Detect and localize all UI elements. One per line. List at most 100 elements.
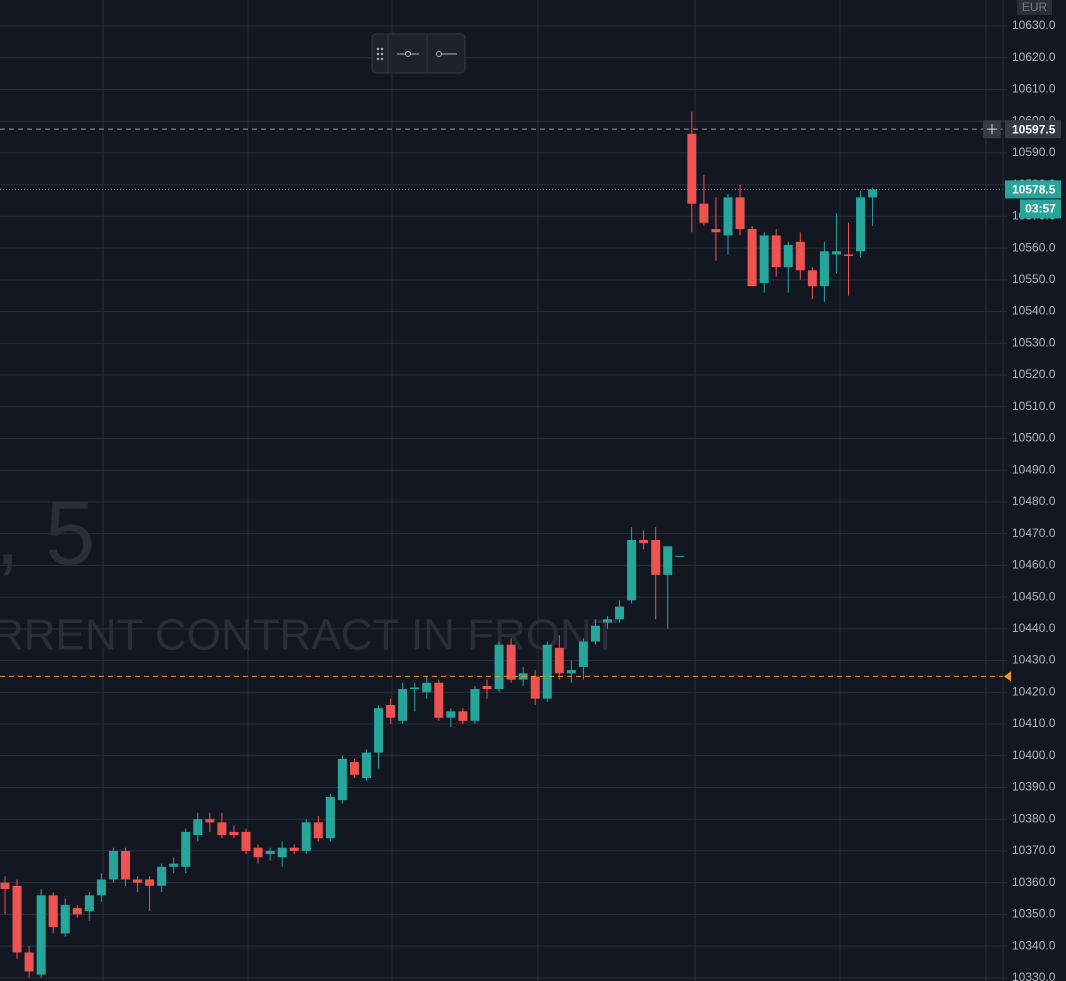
candle-body	[157, 866, 167, 886]
candle-body	[759, 235, 769, 284]
y-tick-label: 10530.0	[1012, 335, 1056, 349]
candle-body	[410, 687, 420, 690]
candle-body	[542, 644, 552, 699]
candle-body	[868, 189, 878, 198]
y-tick-label: 10370.0	[1012, 843, 1056, 857]
candle-body	[36, 895, 46, 975]
tool-line[interactable]	[397, 51, 419, 57]
candle-body	[313, 822, 323, 839]
candle-body	[0, 882, 10, 889]
y-tick-label: 10610.0	[1012, 82, 1056, 96]
last-price-label: 10578.5	[1012, 183, 1056, 197]
crosshair-plus	[987, 124, 997, 135]
candle-body	[12, 885, 22, 953]
candle-body	[675, 555, 685, 557]
currency-box	[1017, 0, 1052, 15]
candles	[0, 111, 878, 978]
candle-body	[253, 847, 263, 858]
candle-body	[711, 229, 721, 233]
candle-body	[639, 539, 649, 544]
candle-body	[277, 847, 287, 858]
y-tick-label: 10410.0	[1012, 716, 1056, 730]
y-tick-label: 10490.0	[1012, 462, 1056, 476]
alert-marker	[1004, 671, 1011, 682]
candle-body	[301, 822, 311, 851]
y-tick-label: 10380.0	[1012, 811, 1056, 825]
last-price-box	[1005, 180, 1061, 199]
candle-body	[386, 704, 396, 718]
y-tick-label: 10350.0	[1012, 907, 1056, 921]
candle-body	[362, 752, 371, 778]
y-tick-label: 10620.0	[1012, 50, 1056, 64]
candle-body	[687, 133, 697, 204]
y-tick-label: 10500.0	[1012, 431, 1056, 445]
candle-body	[121, 850, 130, 880]
candle-body	[699, 203, 709, 223]
candle-body	[494, 644, 504, 690]
candle-body	[819, 251, 829, 287]
y-tick-label: 10550.0	[1012, 272, 1056, 286]
candle-body	[458, 711, 468, 721]
y-tick-label: 10540.0	[1012, 304, 1056, 318]
candle-body	[289, 847, 299, 851]
price-labels: 10597.5 10578.5 03:57	[983, 120, 1061, 682]
candle-body	[856, 197, 866, 252]
y-tick-label: 10400.0	[1012, 748, 1056, 762]
candle-body	[482, 685, 492, 690]
countdown-box	[1020, 199, 1061, 219]
candle-body	[590, 625, 600, 642]
y-tick-label: 10510.0	[1012, 399, 1056, 413]
candle-body	[615, 606, 625, 620]
candle-body	[205, 819, 215, 823]
candle-body	[446, 711, 456, 718]
candle-body	[133, 879, 143, 883]
y-tick-label: 10480.0	[1012, 494, 1056, 508]
y-tick-label: 10590.0	[1012, 145, 1056, 159]
candle-body	[470, 689, 480, 721]
candle-body	[145, 879, 155, 886]
candle-body	[723, 197, 733, 236]
y-tick-label: 10430.0	[1012, 653, 1056, 667]
candle-body	[554, 647, 564, 674]
candle-body	[24, 952, 34, 972]
y-tick-label: 10470.0	[1012, 526, 1056, 540]
candle-body	[747, 229, 757, 287]
y-tick-label: 10460.0	[1012, 558, 1056, 572]
candle-body	[651, 539, 661, 575]
candle-body	[771, 235, 781, 268]
price-axis: 10330.0 10340.0 10350.0 10360.0 10370.0 10380…	[1003, 18, 1056, 981]
candle-body	[434, 682, 444, 718]
currency-label: EUR	[1022, 0, 1048, 14]
candle-body	[398, 689, 408, 721]
tool-ray[interactable]	[436, 51, 458, 57]
y-tick-label: 10360.0	[1012, 875, 1056, 889]
candle-body	[349, 762, 359, 775]
candle-body	[48, 895, 58, 928]
candle-body	[108, 850, 118, 880]
drawing-toolbar	[371, 33, 466, 74]
candle-body	[735, 197, 745, 230]
candle-body	[72, 908, 82, 915]
candle-body	[807, 270, 817, 287]
watermark-symbol: !, 5	[0, 484, 95, 584]
y-tick-label: 10440.0	[1012, 621, 1056, 635]
countdown-label: 03:57	[1025, 202, 1056, 216]
candle-body	[578, 641, 588, 667]
candle-body	[663, 546, 673, 575]
candle-body	[229, 831, 239, 836]
y-tick-label: 10520.0	[1012, 367, 1056, 381]
candle-body	[181, 831, 191, 867]
candle-body	[783, 244, 793, 268]
drag-handle[interactable]	[376, 47, 384, 61]
y-tick-label: 10450.0	[1012, 589, 1056, 603]
candle-body	[325, 796, 335, 839]
candle-body	[506, 644, 516, 680]
candle-body	[374, 708, 384, 753]
candle-body	[627, 539, 637, 601]
candle-body	[241, 831, 251, 851]
candle-body	[265, 850, 275, 855]
y-tick-label: 10330.0	[1012, 970, 1056, 981]
candle-body	[337, 758, 347, 801]
